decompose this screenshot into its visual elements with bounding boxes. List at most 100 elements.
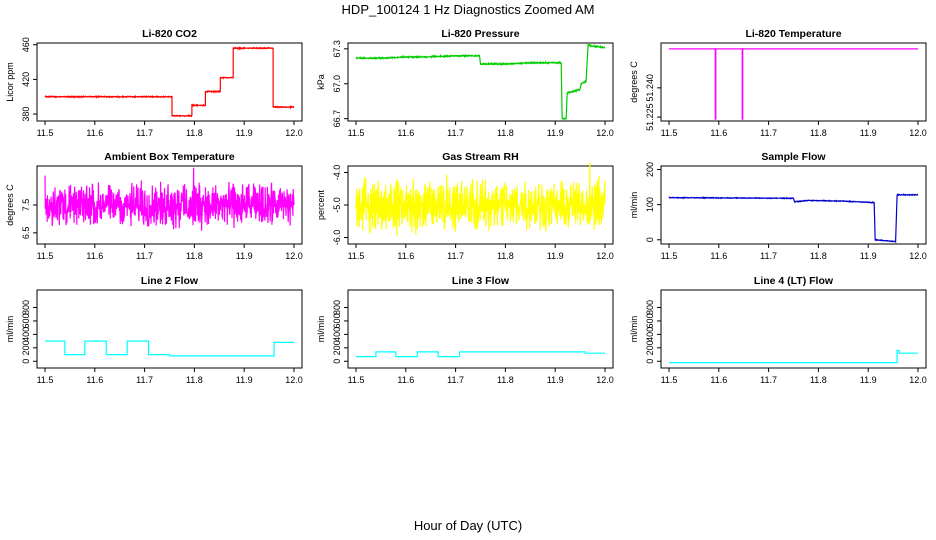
x-tick-label: 11.9 xyxy=(860,251,877,261)
plot-frame xyxy=(347,289,614,369)
panel-title: Li-820 Pressure xyxy=(441,28,519,40)
panel-4: Ambient Box Temperature degrees C 11.5 11.6… xyxy=(5,151,303,261)
x-tick-label: 12.0 xyxy=(285,128,303,138)
x-tick-label: 11.7 xyxy=(447,128,464,138)
series-line xyxy=(45,340,294,357)
x-tick-label: 11.5 xyxy=(348,128,365,138)
plot-frame xyxy=(660,165,927,245)
x-tick-label: 11.6 xyxy=(397,251,414,261)
y-tick-label: 420 xyxy=(21,72,31,87)
y-tick-label: 67.3 xyxy=(332,40,342,58)
x-tick-label: 11.5 xyxy=(348,375,365,385)
x-tick-label: 11.8 xyxy=(186,251,203,261)
y-tick-label: 800 xyxy=(21,300,31,315)
x-tick-label: 12.0 xyxy=(596,128,614,138)
y-tick-label: 400 xyxy=(645,327,655,342)
y-axis-label: ml/min xyxy=(629,192,639,219)
x-tick-label: 11.7 xyxy=(760,251,777,261)
y-tick-label: 600 xyxy=(645,313,655,328)
x-tick-label: 12.0 xyxy=(596,375,614,385)
x-tick-label: 11.9 xyxy=(547,128,564,138)
x-tick-label: 11.6 xyxy=(397,375,414,385)
x-tick-label: 12.0 xyxy=(909,375,927,385)
series-line xyxy=(356,351,605,358)
series-line xyxy=(44,167,295,231)
x-tick-label: 11.9 xyxy=(860,375,877,385)
y-tick-label: 400 xyxy=(332,327,342,342)
x-tick-label: 12.0 xyxy=(285,251,303,261)
x-tick-label: 11.6 xyxy=(86,251,103,261)
y-axis-label: ml/min xyxy=(629,316,639,343)
x-tick-label: 11.6 xyxy=(710,128,727,138)
panel-title: Li-820 Temperature xyxy=(745,28,841,40)
y-tick-label: -4.0 xyxy=(332,165,342,181)
panel-title: Line 2 Flow xyxy=(141,275,199,287)
y-tick-label: 66.7 xyxy=(332,110,342,128)
panel-5: Gas Stream RH percent 11.5 11.6 11.7 11.8 11.9… xyxy=(316,151,614,261)
series-line xyxy=(355,161,606,236)
y-tick-label: 0 xyxy=(21,359,31,364)
x-tick-label: 11.5 xyxy=(661,251,678,261)
x-tick-label: 11.7 xyxy=(760,128,777,138)
x-tick-label: 11.8 xyxy=(186,128,203,138)
panel-title: Ambient Box Temperature xyxy=(104,151,235,163)
x-tick-label: 11.8 xyxy=(810,375,827,385)
panel-6: Sample Flow ml/min 11.5 11.6 11.7 11.8 11.9 12.… xyxy=(629,151,927,261)
x-tick-label: 11.5 xyxy=(348,251,365,261)
x-tick-label: 11.7 xyxy=(136,375,153,385)
plot-frame xyxy=(36,42,303,122)
y-tick-label: 6.5 xyxy=(21,227,31,240)
y-axis-label: percent xyxy=(316,189,326,220)
y-tick-label: 67.0 xyxy=(332,75,342,93)
y-tick-label: -5.0 xyxy=(332,197,342,213)
page-title: HDP_100124 1 Hz Diagnostics Zoomed AM xyxy=(341,2,595,17)
y-axis-label: kPa xyxy=(316,74,326,90)
x-tick-label: 11.5 xyxy=(661,375,678,385)
x-tick-label: 11.6 xyxy=(86,128,103,138)
y-tick-label: 800 xyxy=(332,300,342,315)
x-tick-label: 11.7 xyxy=(447,251,464,261)
y-tick-label: 0 xyxy=(645,237,655,242)
series-line xyxy=(669,349,918,364)
y-tick-label: 7.5 xyxy=(21,199,31,212)
y-tick-label: 100 xyxy=(645,197,655,212)
panel-title: Li-820 CO2 xyxy=(142,28,197,40)
x-tick-label: 11.8 xyxy=(186,375,203,385)
y-tick-label: -6.0 xyxy=(332,230,342,246)
y-tick-label: 380 xyxy=(21,107,31,122)
panel-title: Gas Stream RH xyxy=(442,151,518,163)
panel-title: Line 4 (LT) Flow xyxy=(754,275,834,287)
x-tick-label: 11.9 xyxy=(547,375,564,385)
series-line xyxy=(44,46,295,118)
x-tick-label: 12.0 xyxy=(285,375,303,385)
panel-title: Line 3 Flow xyxy=(452,275,510,287)
x-tick-label: 11.6 xyxy=(710,375,727,385)
x-tick-label: 11.8 xyxy=(497,251,514,261)
panel-2: Li-820 Pressure kPa 11.5 11.6 11.7 11.8 11.9 12… xyxy=(316,28,614,138)
panel-3: Li-820 Temperature degrees C 11.5 11.6 11.7 1… xyxy=(629,28,927,138)
x-tick-label: 12.0 xyxy=(596,251,614,261)
y-tick-label: 200 xyxy=(645,340,655,355)
y-tick-label: 51.225 xyxy=(645,103,655,131)
x-tick-label: 11.7 xyxy=(447,375,464,385)
x-tick-label: 11.7 xyxy=(760,375,777,385)
y-tick-label: 600 xyxy=(332,313,342,328)
plot-frame xyxy=(660,42,927,122)
x-tick-label: 11.6 xyxy=(710,251,727,261)
plot-frame xyxy=(660,289,927,369)
x-tick-label: 11.8 xyxy=(497,128,514,138)
plot-frame xyxy=(347,42,614,122)
x-tick-label: 11.9 xyxy=(236,251,253,261)
x-tick-label: 11.9 xyxy=(547,251,564,261)
panel-1: Li-820 CO2 Licor ppm 11.5 11.6 11.7 11.8 11.9 1… xyxy=(5,28,303,138)
series-line xyxy=(355,42,606,121)
y-tick-label: 51.240 xyxy=(645,74,655,102)
y-tick-label: 600 xyxy=(21,313,31,328)
y-tick-label: 800 xyxy=(645,300,655,315)
panel-9: Line 4 (LT) Flow ml/min 11.5 11.6 11.7 11.8 11… xyxy=(629,275,927,385)
x-tick-label: 11.5 xyxy=(37,128,54,138)
x-tick-label: 11.8 xyxy=(497,375,514,385)
panel-title: Sample Flow xyxy=(761,151,826,163)
y-tick-label: 460 xyxy=(21,37,31,52)
